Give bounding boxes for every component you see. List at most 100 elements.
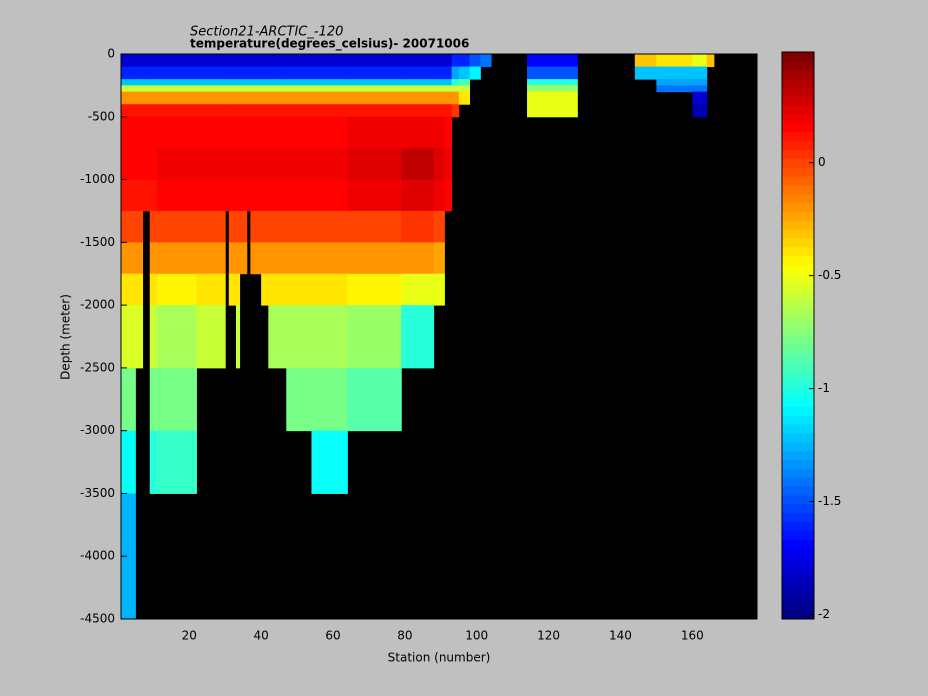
cell [239, 54, 248, 68]
cell [135, 66, 144, 80]
cell [656, 54, 693, 68]
cell [451, 85, 460, 93]
cell [250, 66, 262, 80]
cell [347, 116, 402, 149]
y-tick-label: -2000 [80, 298, 115, 312]
cell [246, 54, 251, 68]
cell [401, 66, 435, 80]
cell [261, 104, 269, 118]
cell [250, 85, 262, 93]
x-tick-label: 160 [681, 629, 704, 643]
colorbar-swatch [782, 167, 814, 177]
cell [401, 305, 435, 369]
cell [268, 85, 287, 93]
colorbar-swatch [782, 370, 814, 381]
cell [246, 79, 251, 86]
cell [228, 104, 237, 118]
cell [235, 210, 241, 243]
cell [286, 273, 312, 306]
cell [121, 66, 136, 80]
cell [149, 305, 158, 369]
y-tick-label: -1000 [80, 172, 115, 186]
x-tick-label: 40 [253, 629, 268, 643]
colorbar-swatch [782, 610, 814, 620]
cell [156, 367, 197, 432]
cell [268, 179, 287, 212]
cell [527, 91, 578, 105]
colorbar-swatch [782, 388, 814, 399]
cell [527, 79, 578, 86]
cell [401, 104, 435, 118]
y-tick-label: -500 [88, 109, 115, 123]
colorbar-swatch [782, 255, 814, 266]
cell [196, 179, 226, 212]
cell [135, 242, 144, 275]
colorbar-swatch [782, 521, 814, 531]
cell [286, 66, 312, 80]
cell [149, 104, 158, 118]
colorbar-tick-label: 0 [818, 155, 826, 169]
cell [433, 148, 445, 181]
cell [196, 66, 226, 80]
cell [311, 273, 348, 306]
cell [451, 91, 460, 105]
cell [261, 242, 269, 275]
cell [311, 210, 348, 243]
cell [433, 210, 445, 243]
cell [121, 273, 136, 306]
cell [149, 116, 158, 149]
cell [444, 66, 453, 80]
cell [228, 91, 237, 105]
colorbar-swatch [782, 220, 814, 230]
cell [149, 242, 158, 275]
cell [228, 273, 237, 306]
cell [149, 85, 158, 93]
cell [444, 85, 453, 93]
colorbar-swatch [782, 486, 814, 496]
cell [246, 116, 251, 149]
x-axis-label: Station (number) [388, 651, 491, 665]
cell [142, 116, 151, 149]
cell [225, 79, 230, 86]
cell [225, 179, 230, 212]
cell [401, 85, 435, 93]
cell [311, 367, 348, 432]
cell [311, 116, 348, 149]
cell [401, 179, 435, 212]
cell [149, 66, 158, 80]
cell [347, 179, 402, 212]
cell [261, 91, 269, 105]
cell [347, 104, 402, 118]
cell [692, 54, 708, 68]
colorbar-swatch [782, 184, 814, 195]
cell [135, 79, 144, 86]
colorbar-swatch [782, 397, 814, 407]
cell [156, 273, 197, 306]
colorbar-swatch [782, 229, 814, 239]
cell [135, 148, 144, 181]
cell [286, 179, 312, 212]
cell [250, 54, 262, 68]
colorbar-swatch [782, 300, 814, 310]
cell [286, 79, 312, 86]
cell [268, 116, 287, 149]
cell [347, 367, 402, 432]
cell [239, 179, 248, 212]
cell [444, 148, 453, 181]
colorbar-swatch [782, 105, 814, 115]
x-tick-label: 80 [397, 629, 412, 643]
cell [268, 148, 287, 181]
cell [228, 148, 237, 181]
cell [451, 79, 460, 86]
cell [458, 66, 471, 80]
cell [311, 79, 348, 86]
cell [149, 54, 158, 68]
cell [156, 116, 197, 149]
cell [451, 54, 460, 68]
cell [401, 54, 435, 68]
cell [228, 54, 237, 68]
cell [156, 148, 197, 181]
cell [347, 273, 402, 306]
cell [286, 367, 312, 432]
